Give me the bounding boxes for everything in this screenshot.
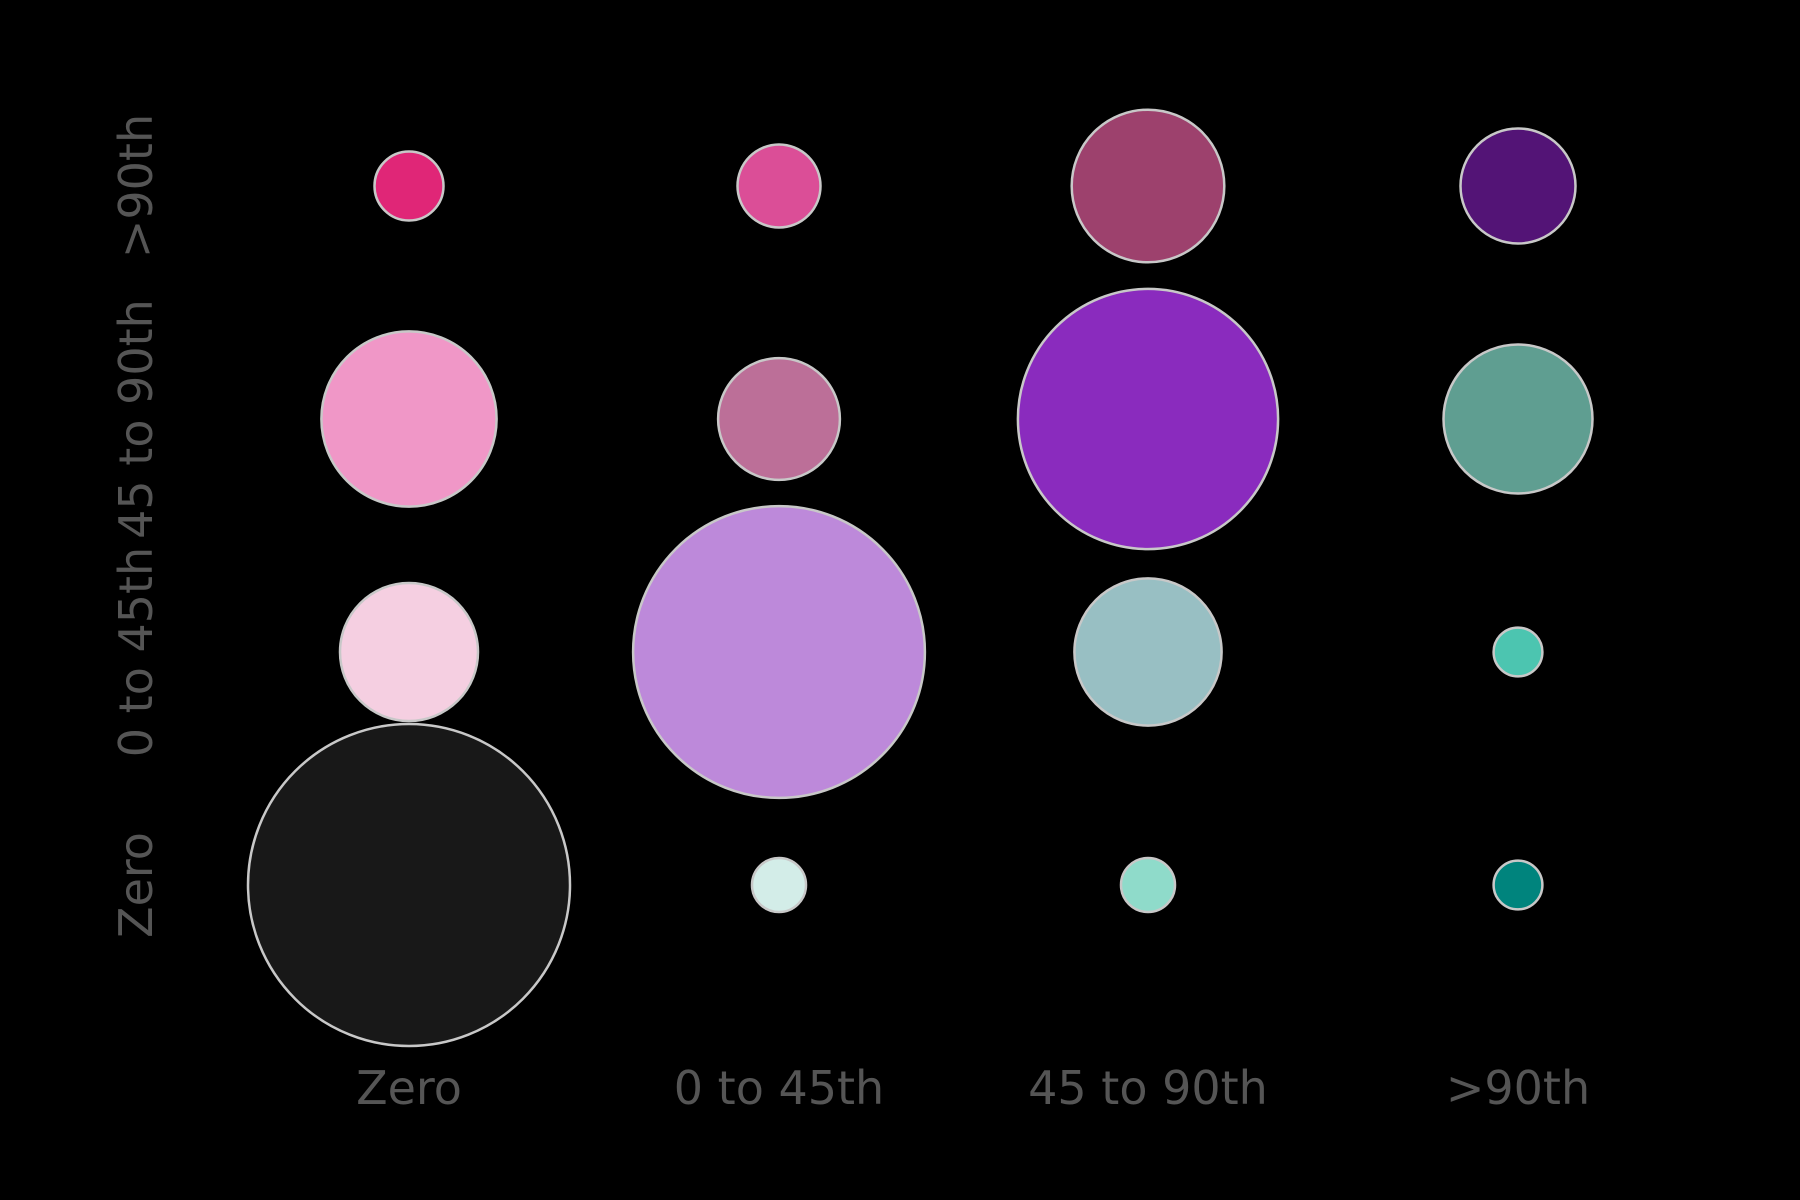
x-tick-label-0-to-45th: 0 to 45th	[674, 1061, 884, 1115]
bubble-zero-by-0-to-45th	[338, 581, 480, 723]
bubble-gt90th-by-45-to-90th	[1442, 343, 1594, 495]
bubble-45-to-90th-by-45-to-90th	[1016, 287, 1280, 551]
bubble-gt90th-by-gt90th	[1459, 127, 1577, 245]
bubble-0-to-45th-by-gt90th	[736, 143, 822, 229]
y-tick-label-45-to-90th: 45 to 90th	[109, 299, 163, 539]
bubble-zero-by-45-to-90th	[320, 330, 498, 508]
bubble-0-to-45th-by-45-to-90th	[716, 356, 842, 482]
bubble-zero-by-zero	[246, 722, 572, 1048]
bubble-gt90th-by-0-to-45th	[1492, 626, 1544, 678]
y-tick-label-gt90th: >90th	[109, 114, 163, 258]
bubble-0-to-45th-by-0-to-45th	[631, 504, 927, 800]
bubble-45-to-90th-by-gt90th	[1070, 108, 1226, 264]
bubble-45-to-90th-by-0-to-45th	[1073, 577, 1223, 727]
y-axis-ticks: Zero 0 to 45th 45 to 90th >90th	[109, 114, 163, 938]
x-tick-label-gt90th: >90th	[1446, 1061, 1590, 1115]
y-tick-label-zero: Zero	[109, 832, 163, 938]
bubble-gt90th-by-zero	[1492, 859, 1544, 911]
x-axis-ticks: Zero 0 to 45th 45 to 90th >90th	[356, 1061, 1590, 1115]
x-tick-label-zero: Zero	[356, 1061, 462, 1115]
y-tick-label-0-to-45th: 0 to 45th	[109, 547, 163, 757]
bubble-45-to-90th-by-zero	[1119, 856, 1177, 914]
x-tick-label-45-to-90th: 45 to 90th	[1028, 1061, 1268, 1115]
bubble-zero-by-gt90th	[373, 150, 445, 222]
bubble-layer	[246, 108, 1594, 1048]
bubble-0-to-45th-by-zero	[750, 856, 808, 914]
